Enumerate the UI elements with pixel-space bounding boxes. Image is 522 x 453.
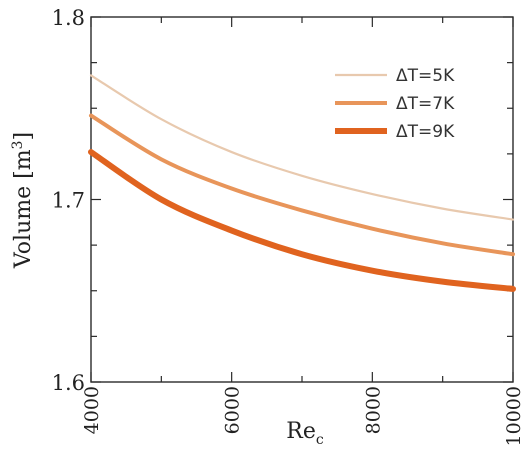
- tick-labels: 1.6 1.7 1.8 4000 6000 8000 10000: [52, 6, 522, 446]
- series-line-1: [89, 74, 515, 221]
- series-lines: [88, 74, 516, 292]
- legend-label-3: ΔT=9K: [396, 122, 455, 142]
- y-tick-label: 1.6: [52, 371, 85, 395]
- y-axis-label-close: ]: [11, 132, 36, 141]
- x-tick-label: 8000: [362, 386, 384, 434]
- series-line-3: [88, 149, 516, 292]
- x-tick-label: 10000: [503, 386, 522, 446]
- x-tick-label: 6000: [222, 386, 244, 434]
- y-axis-label-main: Volume [m: [11, 149, 36, 269]
- y-tick-label: 1.8: [52, 6, 85, 30]
- legend-label-2: ΔT=7K: [396, 94, 455, 114]
- y-axis-label-sup: 3: [10, 141, 26, 150]
- x-axis-label: Rec: [286, 419, 324, 448]
- y-tick-label: 1.7: [52, 189, 85, 213]
- y-axis-label: Volume [m3]: [10, 132, 36, 269]
- legend-label-1: ΔT=5K: [396, 66, 455, 86]
- axis-ticks: [90, 16, 514, 383]
- x-axis-label-main: Re: [286, 419, 316, 444]
- x-tick-label: 4000: [81, 386, 103, 434]
- x-axis-label-sub: c: [316, 432, 324, 448]
- series-line-2: [89, 113, 515, 257]
- legend: ΔT=5K ΔT=7K ΔT=9K: [335, 66, 455, 142]
